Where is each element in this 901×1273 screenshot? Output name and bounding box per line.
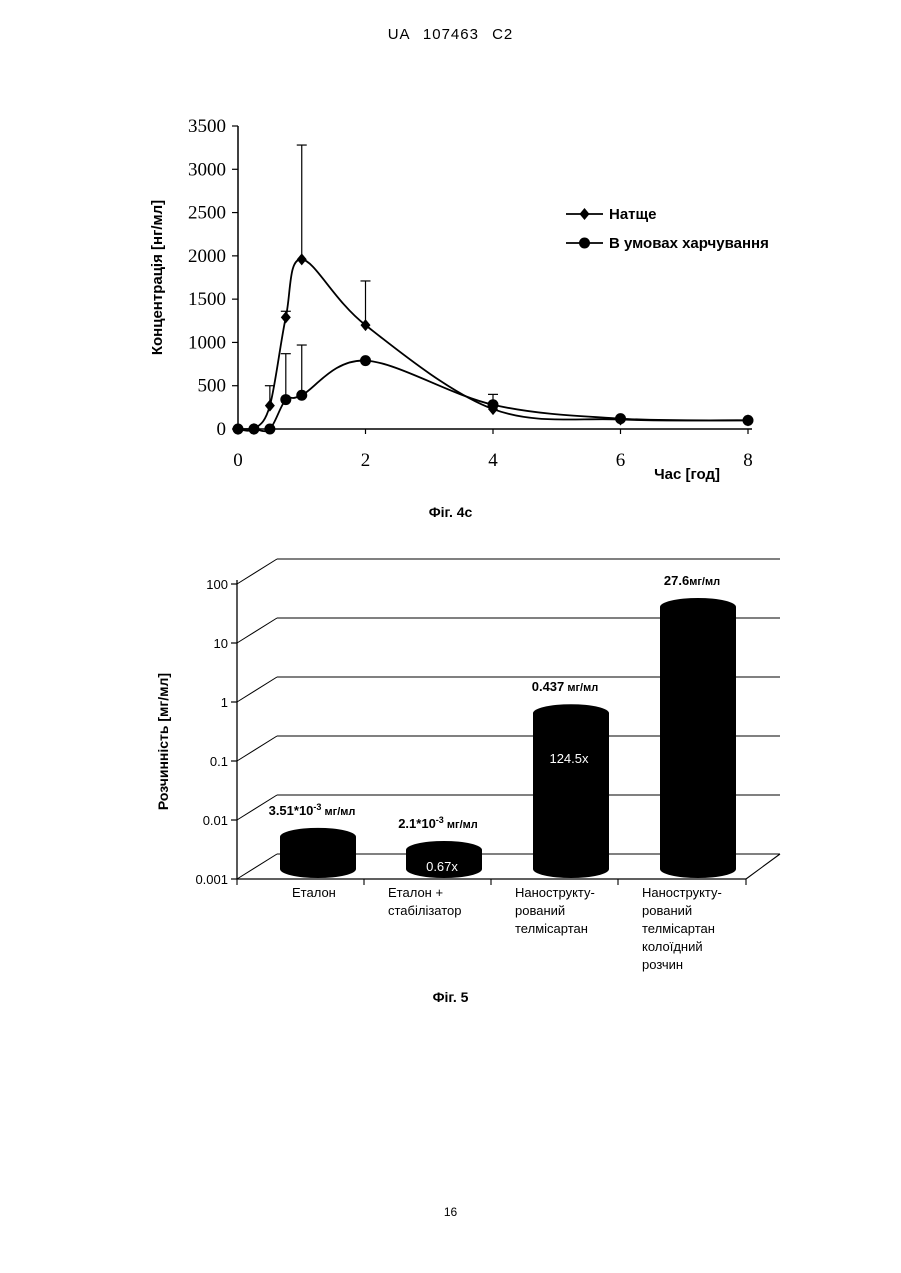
data-point-diamond (281, 311, 291, 323)
x-category-label: Нанострукту- (515, 885, 595, 900)
y-tick-label: 0 (217, 419, 227, 440)
x-category-label: телмісартан (642, 921, 715, 936)
x-category-label: Нанострукту- (642, 885, 722, 900)
x-category-label: Еталон (292, 885, 336, 900)
y-tick-label: 1500 (188, 289, 226, 310)
figure-caption-5: Фіг. 5 (0, 989, 901, 1005)
x-category-label: колоїдний (642, 939, 703, 954)
legend-label: В умовах харчування (609, 235, 769, 252)
x-category-label: стабілізатор (388, 903, 462, 918)
bar-value-label: 2.1*10-3 мг/мл (398, 815, 478, 831)
bar-value-label: 0.437 мг/мл (532, 679, 599, 694)
gridline-depth (237, 677, 277, 702)
bar-cylinder (660, 598, 736, 878)
bar-ratio-label: 0.67x (426, 859, 458, 874)
legend-label: Натще (609, 206, 657, 223)
page-number: 16 (0, 1205, 901, 1219)
legend-marker-circle (579, 238, 590, 249)
x-tick-label: 4 (488, 450, 498, 471)
y-tick-label: 1 (221, 695, 228, 710)
y-tick-label: 2500 (188, 203, 226, 224)
data-point-diamond (297, 253, 307, 265)
x-tick-label: 2 (361, 450, 371, 471)
data-point-circle (248, 424, 259, 435)
x-category-label: рований (515, 903, 565, 918)
floor-edge (746, 854, 780, 879)
y-tick-label: 2000 (188, 246, 226, 267)
x-tick-label: 6 (616, 450, 626, 471)
y-tick-label: 3000 (188, 159, 226, 180)
gridline-depth (237, 559, 277, 584)
x-category-label: телмісартан (515, 921, 588, 936)
legend-marker-diamond (580, 208, 590, 220)
y-tick-label: 0.001 (195, 872, 228, 887)
solubility-bar-chart: 0.001 0.01 0.1 1 10 100 Розчинність [мг/мл] 3.5… (0, 540, 901, 1000)
data-point-circle (488, 399, 499, 410)
bar-value-label: 3.51*10-3 мг/мл (269, 802, 356, 818)
gridline-depth (237, 736, 277, 761)
y-tick-label: 100 (206, 577, 228, 592)
x-category-label: розчин (642, 957, 683, 972)
data-point-circle (280, 394, 291, 405)
bar-cylinder (280, 828, 356, 878)
bar-cylinder (533, 704, 609, 878)
y-tick-label: 10 (214, 636, 228, 651)
x-axis-title: Час [год] (654, 466, 720, 483)
data-point-circle (615, 413, 626, 424)
data-point-circle (296, 390, 307, 401)
x-tick-label: 8 (743, 450, 753, 471)
data-point-circle (743, 415, 754, 426)
figure-caption-4c: Фіг. 4с (0, 504, 901, 520)
data-point-circle (264, 424, 275, 435)
y-tick-label: 3500 (188, 116, 226, 137)
y-tick-label: 500 (198, 376, 227, 397)
x-category-label: рований (642, 903, 692, 918)
y-tick-label: 0.1 (210, 754, 228, 769)
bar-value-label: 27.6мг/мл (664, 573, 720, 588)
data-point-diamond (265, 400, 275, 412)
patent-header: UA 107463 C2 (0, 26, 901, 43)
gridline-depth (237, 854, 277, 879)
pharmacokinetic-line-chart: 0 500 1000 1500 2000 2500 3000 3500 0 2 4 6 8 Час [го… (0, 60, 901, 580)
y-axis-title: Концентрація [нг/мл] (149, 200, 166, 355)
data-point-circle (233, 424, 244, 435)
y-tick-label: 0.01 (203, 813, 228, 828)
x-tick-label: 0 (233, 450, 243, 471)
bar-ratio-label: 124.5x (549, 751, 589, 766)
data-point-circle (360, 355, 371, 366)
data-point-diamond (361, 319, 371, 331)
gridline-depth (237, 618, 277, 643)
y-axis-title: Розчинність [мг/мл] (155, 673, 171, 810)
y-tick-label: 1000 (188, 332, 226, 353)
x-category-label: Еталон + (388, 885, 443, 900)
